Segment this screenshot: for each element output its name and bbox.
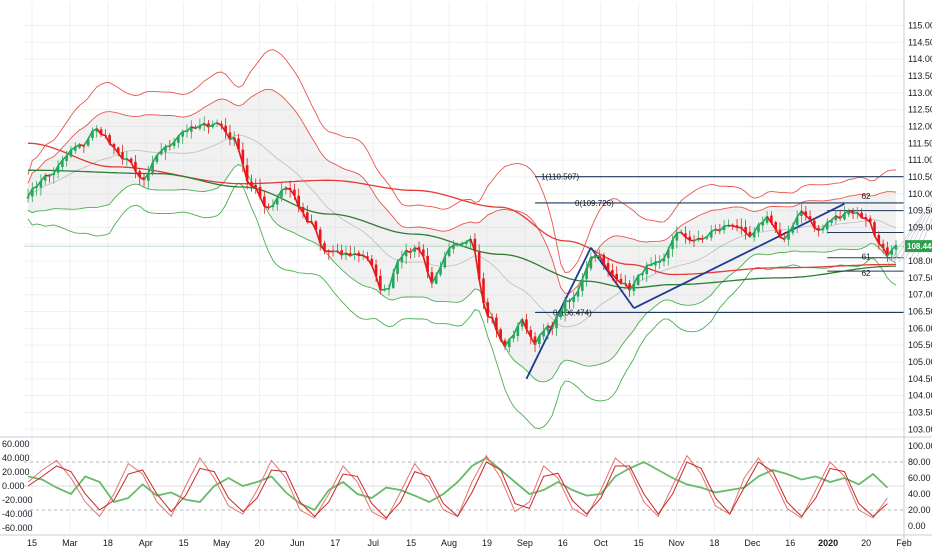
band-fill	[28, 89, 896, 382]
oscillator-right-tick: 40.00	[908, 489, 931, 499]
x-axis-label: Mar	[62, 538, 78, 548]
x-axis-label: 2020	[818, 538, 838, 548]
price-tick-label: 109.500	[908, 206, 932, 216]
oscillator-left-tick: 60.000	[2, 439, 30, 449]
price-line-segment	[655, 262, 659, 263]
price-line-segment	[324, 251, 328, 252]
price-tick-label: 107.000	[908, 290, 932, 300]
price-tick-label: 113.000	[908, 88, 932, 98]
price-tick-label: 111.000	[908, 155, 932, 165]
oscillator-left-tick: 40.000	[2, 453, 30, 463]
oscillator-panel	[0, 437, 932, 535]
price-line-segment	[488, 317, 492, 318]
price-badge-label: 108.444	[907, 242, 932, 251]
fib-small-label: 62	[862, 269, 871, 278]
x-axis-label: 16	[558, 538, 568, 548]
x-axis-label: Feb	[896, 538, 912, 548]
x-axis-label: May	[213, 538, 231, 548]
oscillator-left-tick: -40.000	[2, 509, 33, 519]
x-axis-label: 20	[861, 538, 871, 548]
price-tick-label: 106.500	[908, 307, 932, 317]
fib-small-label: 61	[862, 252, 871, 261]
price-tick-label: 107.500	[908, 273, 932, 283]
oscillator-right-tick: 20.00	[908, 505, 931, 515]
oscillator-left-tick: -60.000	[2, 523, 33, 533]
fib-level-label: 0(109.726)	[575, 199, 614, 208]
x-axis-label: 16	[785, 538, 795, 548]
x-axis-label: Jul	[367, 538, 379, 548]
price-tick-label: 105.500	[908, 340, 932, 350]
x-axis-label: 20	[254, 538, 264, 548]
x-axis-label: 18	[103, 538, 113, 548]
price-line-segment	[458, 244, 462, 245]
oscillator-left-tick: 20.000	[2, 467, 30, 477]
price-line-segment	[690, 240, 694, 241]
price-line-segment	[183, 131, 187, 132]
price-line-segment	[166, 146, 170, 147]
price-line-segment	[737, 227, 741, 228]
oscillator-right-tick: 100.00	[908, 441, 932, 451]
x-axis-label: 15	[27, 538, 37, 548]
price-line-segment	[453, 245, 457, 246]
fib-level-label: 1(110.507)	[541, 173, 579, 182]
x-axis-label: 15	[179, 538, 189, 548]
x-axis-label: Dec	[744, 538, 761, 548]
price-tick-label: 110.000	[908, 189, 932, 199]
price-tick-label: 103.000	[908, 424, 932, 434]
price-tick-label: 109.000	[908, 222, 932, 232]
x-axis-label: Nov	[669, 538, 686, 548]
x-axis-label: 17	[330, 538, 340, 548]
candle-body	[27, 197, 30, 199]
x-axis-label: Jun	[290, 538, 305, 548]
fib-small-label: 62	[862, 192, 871, 201]
price-tick-label: 112.000	[908, 121, 932, 131]
x-axis-label: Oct	[594, 538, 609, 548]
x-axis-label: 15	[634, 538, 644, 548]
price-line-segment	[853, 213, 857, 214]
oscillator-right-tick: 0.00	[908, 521, 926, 531]
x-axis-label: Apr	[139, 538, 153, 548]
x-axis-label: 15	[406, 538, 416, 548]
oscillator-right-tick: 60.00	[908, 473, 931, 483]
price-tick-label: 103.500	[908, 407, 932, 417]
price-tick-label: 115.000	[908, 21, 932, 31]
x-axis-label: Aug	[441, 538, 457, 548]
price-tick-label: 113.500	[908, 71, 932, 81]
price-tick-label: 108.000	[908, 256, 932, 266]
price-tick-label: 111.500	[908, 138, 932, 148]
price-tick-label: 112.500	[908, 105, 932, 115]
price-tick-label: 110.500	[908, 172, 932, 182]
price-tick-label: 104.500	[908, 374, 932, 384]
price-line-segment	[698, 239, 702, 240]
price-tick-label: 104.000	[908, 391, 932, 401]
bollinger-bands	[28, 50, 896, 429]
price-line-segment	[724, 225, 728, 226]
price-tick-label: 114.000	[908, 54, 932, 64]
x-axis-label: 19	[482, 538, 492, 548]
x-axis-label: 18	[709, 538, 719, 548]
price-line-segment	[385, 288, 389, 289]
price-tick-label: 105.000	[908, 357, 932, 367]
x-axis-label: Sep	[517, 538, 533, 548]
oscillator-left-tick: -20.000	[2, 495, 33, 505]
price-line-segment	[101, 134, 105, 135]
price-line-segment	[647, 265, 651, 266]
price-tick-label: 114.500	[908, 37, 932, 47]
price-line-segment	[80, 145, 84, 146]
oscillator-left-tick: 0.000	[2, 481, 25, 491]
price-line-segment	[380, 289, 384, 290]
oscillator-right-tick: 80.00	[908, 457, 931, 467]
price-tick-label: 106.000	[908, 323, 932, 333]
